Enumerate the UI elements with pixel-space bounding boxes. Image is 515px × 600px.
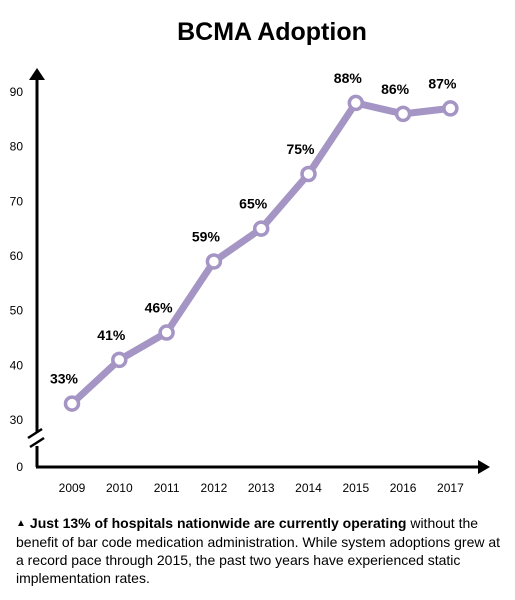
x-axis-arrow bbox=[478, 460, 490, 474]
data-point bbox=[252, 220, 270, 237]
y-tick-label: 40 bbox=[10, 358, 24, 372]
data-labels: 33% 41% 46% 59% 65% 75% 88% 86% 87% bbox=[50, 70, 457, 387]
x-tick-label: 2012 bbox=[201, 481, 228, 495]
series-line bbox=[68, 99, 454, 408]
data-label: 75% bbox=[286, 141, 315, 157]
x-tick-label: 2017 bbox=[437, 481, 464, 495]
data-label: 65% bbox=[239, 196, 268, 212]
y-tick-label: 30 bbox=[10, 413, 24, 427]
data-label: 41% bbox=[97, 327, 126, 343]
data-point bbox=[111, 351, 128, 369]
y-tick-label: 60 bbox=[10, 249, 24, 263]
data-point bbox=[442, 100, 459, 117]
x-tick-labels: 2009 2010 2011 2012 2013 2014 2015 2016 2017 bbox=[59, 481, 464, 495]
data-point bbox=[158, 324, 175, 341]
y-axis-arrow bbox=[29, 68, 45, 80]
data-label: 46% bbox=[145, 300, 174, 316]
data-label: 33% bbox=[50, 371, 79, 387]
axis-break-mark bbox=[29, 436, 45, 449]
x-tick-label: 2013 bbox=[248, 481, 275, 495]
y-tick-label: 80 bbox=[10, 140, 24, 154]
caption-lead: Just 13% of hospitals nationwide are cur… bbox=[29, 515, 407, 531]
data-point bbox=[347, 94, 365, 112]
x-tick-label: 2010 bbox=[106, 481, 133, 495]
x-tick-label: 2011 bbox=[154, 481, 180, 495]
data-point bbox=[205, 253, 223, 270]
data-label: 87% bbox=[428, 75, 457, 91]
axis-break-mark bbox=[27, 427, 43, 440]
caption-text: without the benefit of bar code medicati… bbox=[16, 515, 501, 586]
x-tick-label: 2015 bbox=[342, 481, 369, 495]
data-point bbox=[300, 165, 317, 183]
x-tick-label: 2009 bbox=[59, 481, 86, 495]
y-tick-label: 0 bbox=[16, 460, 23, 474]
data-label: 88% bbox=[334, 70, 363, 86]
chart-title: BCMA Adoption bbox=[177, 18, 367, 46]
data-point bbox=[63, 395, 81, 412]
y-tick-label: 90 bbox=[10, 85, 24, 99]
y-tick-label: 70 bbox=[10, 194, 24, 208]
y-tick-labels: 0 30 40 50 60 70 80 90 bbox=[10, 85, 24, 474]
y-tick-label: 50 bbox=[10, 304, 24, 318]
triangle-up-icon: ▲ bbox=[16, 518, 26, 529]
axes bbox=[27, 68, 490, 474]
data-point bbox=[394, 105, 412, 123]
data-points bbox=[63, 94, 459, 412]
data-label: 86% bbox=[381, 81, 410, 97]
caption: ▲ Just 13% of hospitals nationwide are cu… bbox=[16, 514, 502, 587]
x-tick-label: 2014 bbox=[295, 481, 322, 495]
x-tick-label: 2016 bbox=[390, 481, 417, 495]
data-label: 59% bbox=[192, 228, 221, 244]
